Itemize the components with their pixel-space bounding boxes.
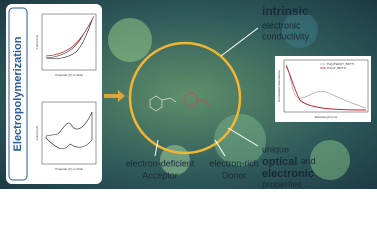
conductivity-line1: intrinsic [262, 4, 309, 18]
properties-line3: electronic [262, 168, 314, 180]
legend-entry: Poly(TEDOT_BDTT) [327, 62, 355, 66]
cv-plot-bottom: Potential (V) vs SCE Current (A) [35, 101, 97, 171]
properties-line2: optical and [262, 156, 315, 168]
molecule [149, 91, 210, 112]
arrow [104, 90, 125, 102]
left-title: Electropolymerization [12, 36, 24, 151]
properties-line1: unique [262, 144, 289, 154]
acceptor-line1: electron-deficient [126, 158, 195, 168]
graphical-abstract: Electropolymerization Potential (V) vs S… [0, 0, 377, 189]
cv-plot-top: Potential (V) vs SCE Current (A) [35, 13, 97, 77]
title-box [8, 7, 28, 181]
connector [214, 139, 226, 157]
conductivity-line2: electronic [262, 20, 301, 30]
absorbance-plot: Poly(TEDOT_BDTT) Poly(T_BDTT) Wavelength… [275, 56, 371, 122]
axis-label: Current (A) [35, 35, 39, 50]
donor-line1: electron-rich [209, 158, 259, 168]
word: and [300, 156, 315, 166]
focus-circle [128, 41, 242, 155]
connector [220, 27, 259, 57]
axis-label: Potential (V) vs SCE [55, 167, 82, 171]
connector [227, 127, 259, 147]
legend-entry: Poly(T_BDTT) [327, 66, 346, 70]
axis-label: Potential (V) vs SCE [55, 73, 82, 77]
conductivity-line3: conductivity [262, 31, 310, 41]
axis-label: Current (A) [35, 126, 39, 141]
connector [154, 139, 159, 157]
background-texture [108, 12, 350, 180]
acceptor-line2: Acceptor [142, 170, 178, 180]
donor-line2: Donor [222, 170, 247, 180]
properties-line4: properties [262, 179, 303, 189]
word: optical [262, 156, 297, 168]
page: {"left_panel": {"title": "Electropolymer… [0, 0, 377, 189]
axis-label: Wavelength (nm) [315, 115, 338, 119]
axis-label: Normalized Absorbance [277, 70, 281, 102]
